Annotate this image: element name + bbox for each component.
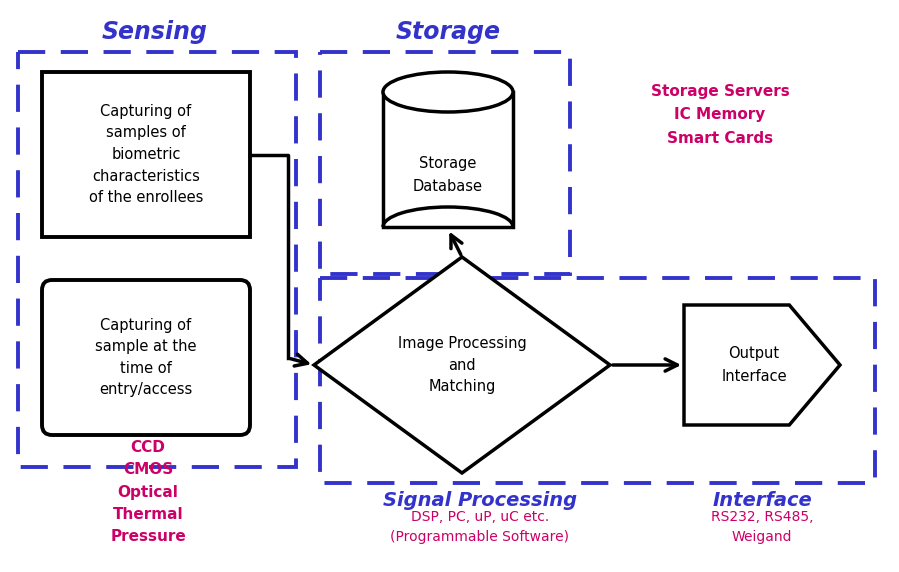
Polygon shape xyxy=(314,257,610,473)
Bar xyxy=(18,52,296,467)
Text: Sensing: Sensing xyxy=(102,20,208,44)
Text: RS232, RS485,
Weigand: RS232, RS485, Weigand xyxy=(711,510,814,544)
Bar xyxy=(383,92,513,227)
Bar xyxy=(320,278,875,483)
Bar xyxy=(320,52,570,274)
Text: Interface: Interface xyxy=(712,491,812,510)
Text: Output
Interface: Output Interface xyxy=(721,347,787,384)
Text: DSP, PC, uP, uC etc.
(Programmable Software): DSP, PC, uP, uC etc. (Programmable Softw… xyxy=(390,510,569,544)
Ellipse shape xyxy=(383,72,513,112)
Text: Capturing of
sample at the
time of
entry/access: Capturing of sample at the time of entry… xyxy=(95,317,197,398)
Text: Storage
Database: Storage Database xyxy=(413,156,483,193)
Text: Signal Processing: Signal Processing xyxy=(383,491,577,510)
Polygon shape xyxy=(684,305,840,425)
Text: Image Processing
and
Matching: Image Processing and Matching xyxy=(397,336,527,394)
Text: Storage: Storage xyxy=(396,20,501,44)
Bar xyxy=(42,72,250,237)
Text: Storage Servers
IC Memory
Smart Cards: Storage Servers IC Memory Smart Cards xyxy=(651,84,789,146)
FancyBboxPatch shape xyxy=(42,280,250,435)
Text: CCD
CMOS
Optical
Thermal
Pressure: CCD CMOS Optical Thermal Pressure xyxy=(110,440,186,544)
Text: Capturing of
samples of
biometric
characteristics
of the enrollees: Capturing of samples of biometric charac… xyxy=(89,104,203,205)
